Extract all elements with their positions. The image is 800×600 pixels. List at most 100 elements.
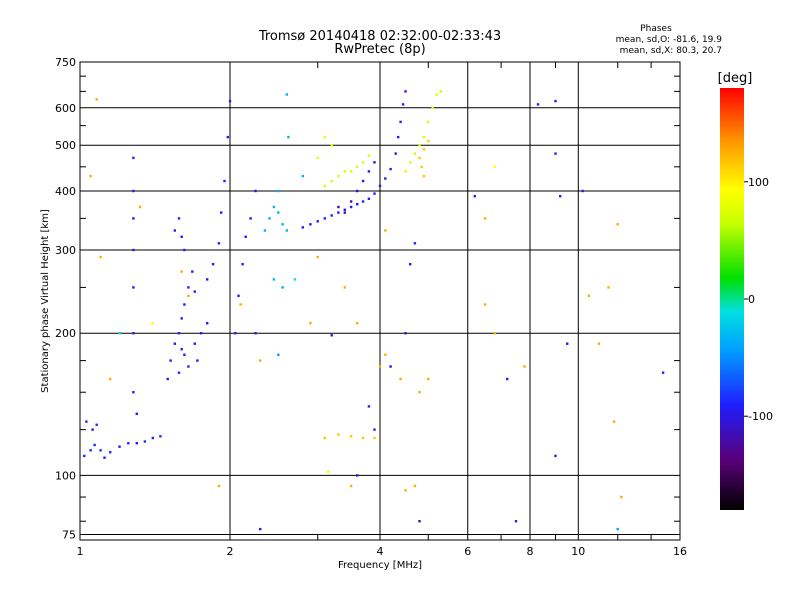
data-point bbox=[337, 205, 340, 209]
data-point bbox=[196, 359, 199, 362]
data-point bbox=[191, 270, 194, 273]
data-point bbox=[349, 435, 353, 438]
data-point bbox=[237, 294, 240, 297]
data-point bbox=[612, 420, 616, 423]
data-point bbox=[99, 255, 102, 259]
data-point bbox=[367, 170, 371, 173]
data-point bbox=[187, 286, 190, 289]
data-point bbox=[506, 377, 509, 381]
data-point bbox=[418, 391, 421, 394]
data-point bbox=[249, 217, 252, 220]
data-point bbox=[193, 290, 196, 293]
data-point bbox=[132, 391, 135, 394]
data-point bbox=[166, 377, 169, 381]
data-point bbox=[323, 217, 326, 220]
data-point bbox=[330, 214, 333, 217]
data-point bbox=[301, 174, 304, 178]
data-point bbox=[239, 303, 242, 306]
phase-stats-title: Phases bbox=[640, 24, 672, 34]
data-point bbox=[281, 223, 284, 226]
data-point bbox=[263, 229, 267, 232]
data-point bbox=[85, 420, 88, 423]
x-axis-label: Frequency [MHz] bbox=[338, 560, 422, 571]
data-point bbox=[384, 353, 387, 356]
data-point bbox=[337, 211, 340, 214]
data-point bbox=[343, 286, 346, 289]
data-point bbox=[272, 278, 276, 281]
data-point bbox=[422, 135, 426, 139]
x-tick-label: 1 bbox=[77, 545, 84, 558]
data-point bbox=[132, 217, 135, 220]
data-point bbox=[483, 303, 487, 306]
data-point bbox=[349, 170, 353, 173]
y-tick-label: 600 bbox=[55, 102, 76, 115]
data-point bbox=[661, 371, 665, 374]
x-tick-label: 10 bbox=[571, 545, 585, 558]
data-point bbox=[187, 365, 190, 368]
data-point bbox=[301, 226, 304, 229]
data-point bbox=[373, 428, 376, 431]
data-point bbox=[93, 443, 96, 447]
data-point bbox=[337, 174, 340, 178]
data-point bbox=[177, 332, 181, 335]
data-point bbox=[151, 436, 154, 440]
data-point bbox=[159, 435, 162, 438]
data-point bbox=[566, 342, 569, 345]
data-point bbox=[211, 263, 215, 266]
data-point bbox=[404, 90, 407, 93]
data-point bbox=[193, 342, 196, 345]
data-point bbox=[135, 442, 138, 445]
data-point bbox=[143, 440, 147, 443]
data-point bbox=[418, 520, 421, 523]
data-point bbox=[327, 470, 330, 473]
data-point bbox=[118, 332, 121, 335]
data-point bbox=[378, 365, 382, 368]
data-point bbox=[183, 248, 186, 252]
colorbar-gradient bbox=[720, 88, 744, 510]
data-point bbox=[309, 322, 312, 325]
data-point bbox=[427, 377, 430, 381]
data-point bbox=[293, 278, 297, 281]
data-point bbox=[89, 174, 92, 178]
data-point bbox=[330, 179, 333, 183]
data-point bbox=[349, 484, 353, 488]
data-point bbox=[254, 189, 257, 193]
data-point bbox=[316, 220, 319, 223]
data-point bbox=[259, 359, 262, 362]
data-point bbox=[343, 211, 346, 214]
y-tick-label: 75 bbox=[62, 528, 76, 541]
data-point bbox=[378, 184, 382, 188]
chart-subtitle: RwPretec (8p) bbox=[334, 42, 425, 57]
data-point bbox=[323, 184, 326, 188]
colorbar: [deg] 100 0 -100 bbox=[718, 71, 773, 510]
data-point bbox=[217, 484, 221, 488]
data-point bbox=[132, 189, 135, 193]
data-point bbox=[356, 474, 359, 477]
data-point bbox=[401, 103, 405, 106]
data-point bbox=[422, 174, 426, 178]
data-point bbox=[268, 217, 271, 220]
phase-stats-o: mean, sd,O: -81.6, 19.9 bbox=[616, 35, 723, 45]
data-point bbox=[220, 211, 223, 214]
data-point bbox=[217, 242, 221, 245]
data-point bbox=[554, 454, 557, 458]
data-point bbox=[132, 156, 135, 160]
data-point bbox=[109, 377, 112, 381]
data-point bbox=[180, 235, 183, 238]
y-tick-label: 100 bbox=[55, 469, 76, 482]
data-point bbox=[536, 103, 540, 106]
x-tick-label: 2 bbox=[227, 545, 234, 558]
data-point bbox=[244, 235, 247, 238]
y-tick-label: 750 bbox=[55, 56, 76, 69]
data-point bbox=[356, 165, 359, 168]
colorbar-tick-label: -100 bbox=[748, 410, 773, 423]
data-point bbox=[132, 248, 135, 252]
data-point bbox=[127, 442, 130, 445]
chart-title: Tromsø 20140418 02:32:00-02:33:43 bbox=[258, 29, 501, 44]
plot-frame bbox=[79, 61, 681, 541]
data-point bbox=[343, 170, 346, 173]
data-point bbox=[226, 135, 229, 139]
data-point bbox=[367, 197, 371, 200]
data-point bbox=[241, 263, 244, 266]
data-point bbox=[620, 495, 623, 499]
